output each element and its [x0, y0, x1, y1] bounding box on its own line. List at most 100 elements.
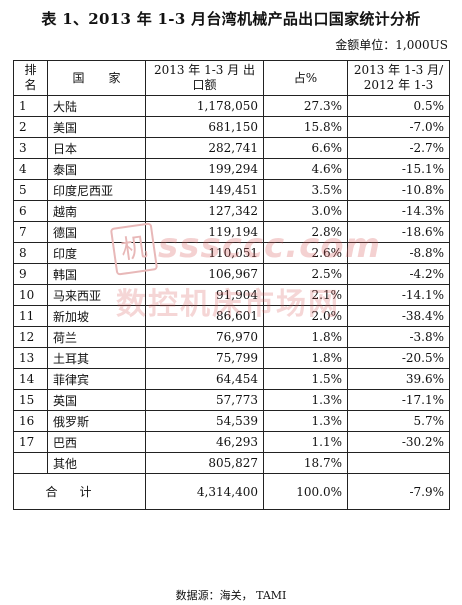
rank-cell: 10	[13, 284, 48, 306]
change-cell: -3.8%	[347, 326, 450, 348]
amount-cell: 57,773	[145, 389, 264, 411]
rank-cell: 16	[13, 410, 48, 432]
amount-cell: 75,799	[145, 347, 264, 369]
table-row: 17 巴西 46,293 1.1% -30.2%	[13, 431, 450, 453]
share-cell: 1.8%	[263, 347, 348, 369]
country-cell: 英国	[47, 389, 146, 411]
share-cell: 1.1%	[263, 431, 348, 453]
share-cell: 2.5%	[263, 263, 348, 285]
country-cell: 马来西亚	[47, 284, 146, 306]
share-cell: 1.3%	[263, 410, 348, 432]
country-cell: 韩国	[47, 263, 146, 285]
header-share: 占%	[263, 60, 348, 96]
change-cell: -14.3%	[347, 200, 450, 222]
table-row: 8 印度 110,051 2.6% -8.8%	[13, 242, 450, 264]
export-stats-table: 排 名 国 家 2013 年 1-3 月 出口额 占% 2013 年 1-3 月…	[13, 60, 450, 510]
table-row: 5 印度尼西亚 149,451 3.5% -10.8%	[13, 179, 450, 201]
amount-cell: 149,451	[145, 179, 264, 201]
amount-cell: 119,194	[145, 221, 264, 243]
total-amount: 4,314,400	[145, 473, 264, 510]
share-cell: 3.0%	[263, 200, 348, 222]
table-row: 7 德国 119,194 2.8% -18.6%	[13, 221, 450, 243]
table-row: 6 越南 127,342 3.0% -14.3%	[13, 200, 450, 222]
rank-cell: 9	[13, 263, 48, 285]
change-cell: -10.8%	[347, 179, 450, 201]
rank-cell: 17	[13, 431, 48, 453]
change-cell: -38.4%	[347, 305, 450, 327]
change-cell: -8.8%	[347, 242, 450, 264]
amount-cell: 91,904	[145, 284, 264, 306]
change-cell: 39.6%	[347, 368, 450, 390]
country-cell: 日本	[47, 137, 146, 159]
rank-cell: 12	[13, 326, 48, 348]
rank-cell: 13	[13, 347, 48, 369]
change-cell: -14.1%	[347, 284, 450, 306]
total-label: 合计	[13, 473, 146, 510]
unit-label: 金额单位：1,000US	[335, 38, 448, 52]
change-cell: -18.6%	[347, 221, 450, 243]
amount-cell: 64,454	[145, 368, 264, 390]
country-cell: 美国	[47, 116, 146, 138]
table-row: 9 韩国 106,967 2.5% -4.2%	[13, 263, 450, 285]
rank-cell	[13, 452, 48, 474]
change-cell: -17.1%	[347, 389, 450, 411]
amount-cell: 86,601	[145, 305, 264, 327]
header-rank: 排 名	[13, 60, 48, 96]
amount-cell: 681,150	[145, 116, 264, 138]
rank-cell: 3	[13, 137, 48, 159]
table-row: 3 日本 282,741 6.6% -2.7%	[13, 137, 450, 159]
share-cell: 3.5%	[263, 179, 348, 201]
change-cell: -7.0%	[347, 116, 450, 138]
table-row: 1 大陆 1,178,050 27.3% 0.5%	[13, 95, 450, 117]
share-cell: 2.8%	[263, 221, 348, 243]
change-cell: -2.7%	[347, 137, 450, 159]
rank-cell: 2	[13, 116, 48, 138]
table-row: 其他 805,827 18.7%	[13, 452, 450, 474]
amount-cell: 1,178,050	[145, 95, 264, 117]
rank-cell: 6	[13, 200, 48, 222]
country-cell: 大陆	[47, 95, 146, 117]
share-cell: 27.3%	[263, 95, 348, 117]
table-title: 表 1、2013 年 1-3 月台湾机械产品出口国家统计分析	[41, 10, 421, 28]
header-change: 2013 年 1-3 月/ 2012 年 1-3	[347, 60, 450, 96]
share-cell: 15.8%	[263, 116, 348, 138]
rank-cell: 8	[13, 242, 48, 264]
table-row: 2 美国 681,150 15.8% -7.0%	[13, 116, 450, 138]
amount-cell: 805,827	[145, 452, 264, 474]
rank-cell: 4	[13, 158, 48, 180]
table-row: 15 英国 57,773 1.3% -17.1%	[13, 389, 450, 411]
share-cell: 6.6%	[263, 137, 348, 159]
total-share: 100.0%	[263, 473, 348, 510]
country-cell: 菲律宾	[47, 368, 146, 390]
country-cell: 泰国	[47, 158, 146, 180]
country-cell: 印度	[47, 242, 146, 264]
country-cell: 其他	[47, 452, 146, 474]
table-row: 14 菲律宾 64,454 1.5% 39.6%	[13, 368, 450, 390]
change-cell: -20.5%	[347, 347, 450, 369]
share-cell: 18.7%	[263, 452, 348, 474]
amount-cell: 282,741	[145, 137, 264, 159]
data-source: 数据源：海关， TAMI	[175, 589, 287, 602]
amount-cell: 46,293	[145, 431, 264, 453]
share-cell: 2.1%	[263, 284, 348, 306]
rank-cell: 11	[13, 305, 48, 327]
amount-cell: 110,051	[145, 242, 264, 264]
country-cell: 越南	[47, 200, 146, 222]
table-row: 11 新加坡 86,601 2.0% -38.4%	[13, 305, 450, 327]
share-cell: 1.8%	[263, 326, 348, 348]
country-cell: 印度尼西亚	[47, 179, 146, 201]
country-cell: 俄罗斯	[47, 410, 146, 432]
rank-cell: 15	[13, 389, 48, 411]
change-cell	[347, 452, 450, 474]
amount-cell: 199,294	[145, 158, 264, 180]
total-change: -7.9%	[347, 473, 450, 510]
change-cell: -30.2%	[347, 431, 450, 453]
table-row: 16 俄罗斯 54,539 1.3% 5.7%	[13, 410, 450, 432]
country-cell: 巴西	[47, 431, 146, 453]
header-amount: 2013 年 1-3 月 出口额	[145, 60, 264, 96]
header-country: 国 家	[47, 60, 146, 96]
share-cell: 1.3%	[263, 389, 348, 411]
rank-cell: 14	[13, 368, 48, 390]
table-row: 13 土耳其 75,799 1.8% -20.5%	[13, 347, 450, 369]
amount-cell: 127,342	[145, 200, 264, 222]
